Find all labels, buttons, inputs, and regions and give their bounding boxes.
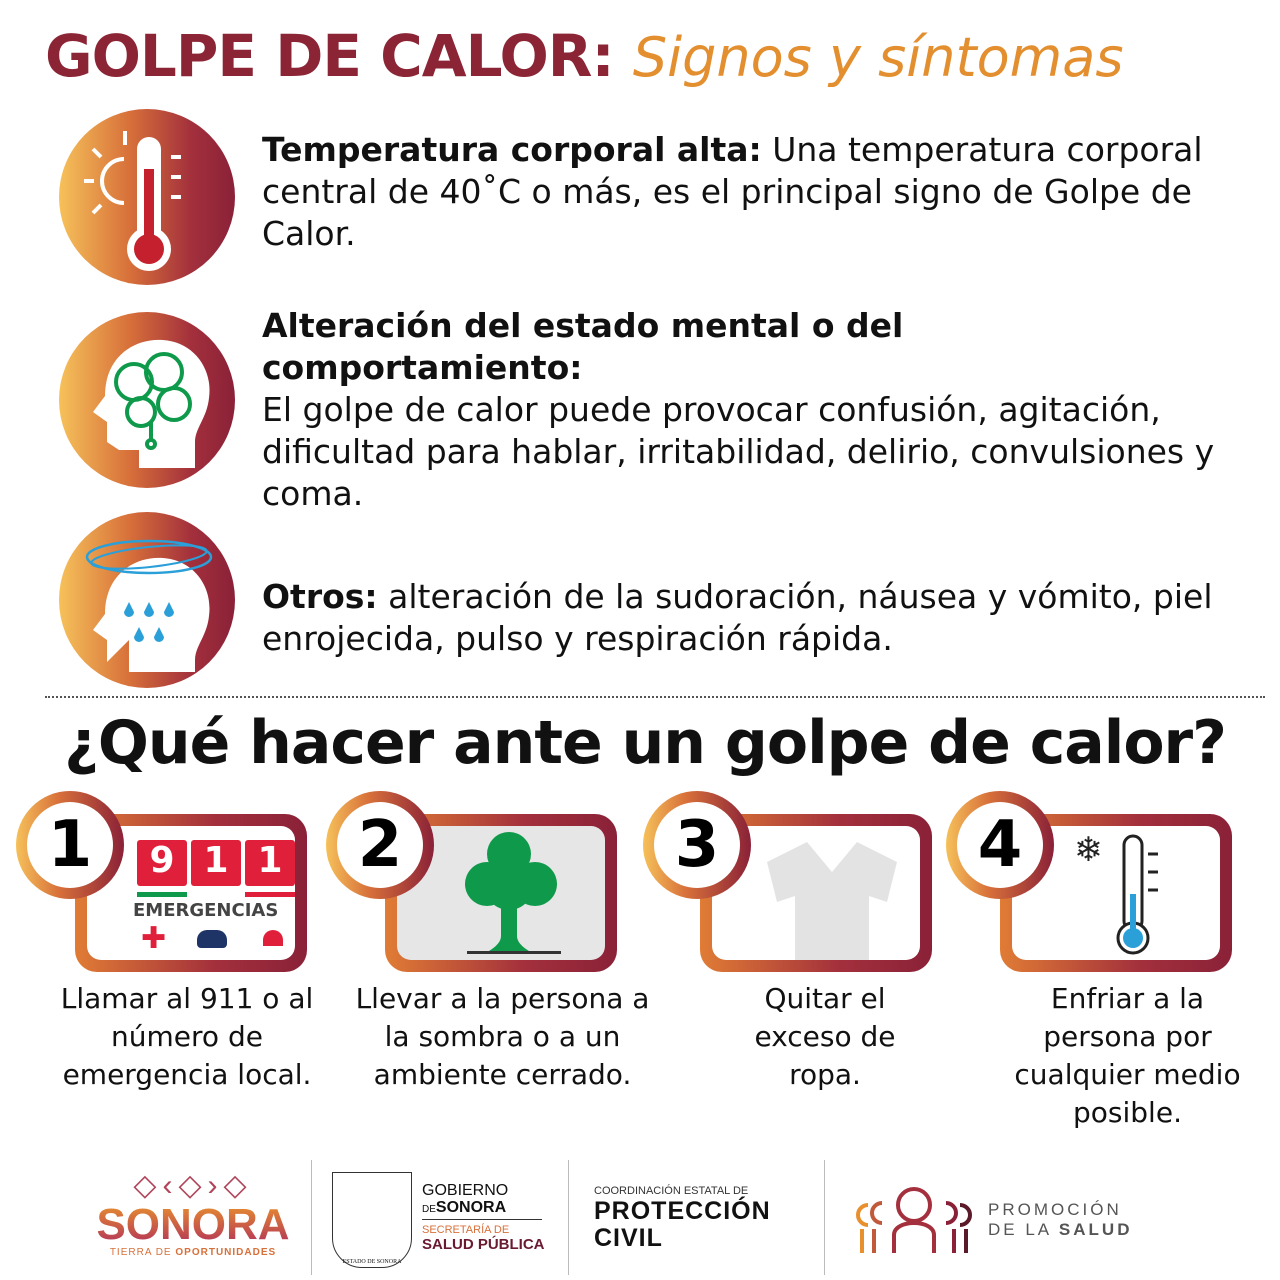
digit: 1 (191, 840, 241, 886)
footer-divider (824, 1160, 825, 1275)
cold-thermometer-icon (1116, 834, 1158, 955)
footer-divider (311, 1160, 312, 1275)
state-seal-icon: ESTADO DE SONORA (332, 1172, 412, 1268)
step-2-number: 2 (326, 791, 434, 899)
digit: 1 (245, 840, 295, 886)
symptom-2-text: Alteración del estado mental o del compo… (262, 305, 962, 389)
title-subtitle: Signos y síntomas (632, 26, 1124, 89)
step-1-card: 9 1 1 EMERGENCIAS ✚ (75, 814, 307, 972)
step-4-number: 4 (946, 791, 1054, 899)
page-title: GOLPE DE CALOR: Signos y síntomas (45, 22, 1124, 90)
step-1-caption: Llamar al 911 o al número de emergencia … (60, 982, 314, 1091)
thermometer-sun-icon (59, 109, 235, 285)
step-1-number: 1 (16, 791, 124, 899)
gobierno-sonora-logo: GOBIERNO DESONORA SECRETARÍA DE SALUD PÚ… (422, 1182, 545, 1253)
head-brain-icon (59, 312, 235, 488)
dotted-divider (45, 696, 1265, 698)
symptom-description: alteración de la sudoración, náusea y vó… (262, 577, 1213, 658)
symptom-1-text: Temperatura corporal alta: Una temperatu… (262, 129, 1272, 255)
symptom-3-text: Otros: alteración de la sudoración, náus… (262, 576, 1222, 660)
proteccion-civil-logo: COORDINACIÓN ESTATAL DE PROTECCIÓN CIVIL (594, 1185, 771, 1252)
sonora-logo: ◇‹◇›◇ SONORA TIERRA DE OPORTUNIDADES (88, 1168, 298, 1258)
step-4-caption: Enfriar a la persona por cualquier medio… (1014, 982, 1241, 1129)
step-3-number: 3 (643, 791, 751, 899)
symptom-description: Una temperatura corporal central de 40˚C… (262, 130, 1203, 253)
step-2-caption: Llevar a la persona a la sombra o a un a… (355, 982, 650, 1091)
symptom-heading: Alteración del estado mental o del compo… (262, 306, 904, 387)
digit: 9 (137, 840, 187, 886)
step-3-caption: Quitar el exceso de ropa. (754, 982, 896, 1091)
title-main: GOLPE DE CALOR: (45, 22, 615, 90)
footer-divider (568, 1160, 569, 1275)
symptom-2-description: El golpe de calor puede provocar confusi… (262, 390, 1215, 513)
emergencias-label: EMERGENCIAS (133, 900, 279, 921)
dizzy-sweating-head-icon (59, 512, 235, 688)
red-cross-icon: ✚ (141, 921, 167, 956)
emergency-911-icon: 9 1 1 (137, 840, 295, 886)
tree-shade-icon (465, 832, 561, 954)
pattern-icon: ◇‹◇›◇ (133, 1169, 253, 1202)
people-group-icon (856, 1187, 972, 1253)
snowflake-icon: ❄ (1074, 830, 1103, 870)
symptom-heading: Otros: (262, 577, 378, 616)
fire-helmet-icon (263, 930, 283, 946)
promocion-salud-logo: PROMOCIÓN DE LA SALUD (988, 1200, 1133, 1239)
section-heading: ¿Qué hacer ante un golpe de calor? (64, 708, 1227, 778)
symptom-heading: Temperatura corporal alta: (262, 130, 762, 169)
shirt-icon (767, 842, 897, 960)
police-cap-icon (197, 930, 227, 948)
